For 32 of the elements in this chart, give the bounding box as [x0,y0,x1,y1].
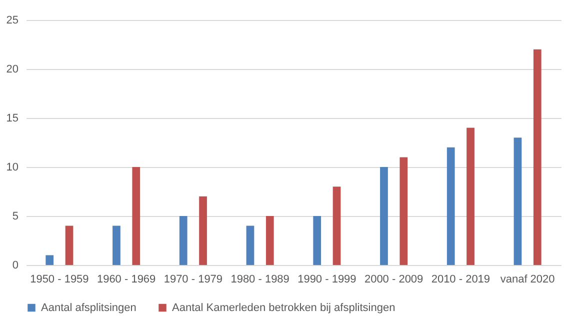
bar [533,49,542,265]
y-tick-label: 5 [12,210,18,222]
legend-label: Aantal Kamerleden betrokken bij afsplitsingen [172,302,396,314]
x-tick-label: 1960 - 1969 [96,274,156,286]
x-tick-label: 1970 - 1979 [164,274,223,286]
bar [65,226,74,265]
x-tick-label: 1950 - 1959 [30,274,89,286]
bar [313,216,322,265]
y-tick-label: 25 [6,14,18,26]
y-tick-label: 15 [6,112,18,124]
legend-label: Aantal afsplitsingen [41,302,136,314]
bar [332,186,341,265]
bar [266,216,274,265]
y-tick-label: 0 [12,260,18,272]
bar [514,138,522,265]
bar [112,226,120,265]
bar [132,167,140,265]
bar [380,167,388,265]
x-tick-label: 1990 - 1999 [298,274,356,286]
x-tick-label: vanaf 2020 [500,274,555,286]
bar [446,147,455,265]
bar [400,157,408,265]
x-tick-label: 1980 - 1989 [230,274,290,286]
x-tick-label: 2000 - 2009 [364,274,424,286]
bar [46,255,54,265]
y-tick-label: 10 [6,162,18,174]
bar [466,128,474,265]
bar [179,216,188,265]
bar [199,196,207,265]
x-tick-label: 2010 - 2019 [431,274,490,286]
bar [246,226,254,265]
y-tick-label: 20 [6,64,18,76]
